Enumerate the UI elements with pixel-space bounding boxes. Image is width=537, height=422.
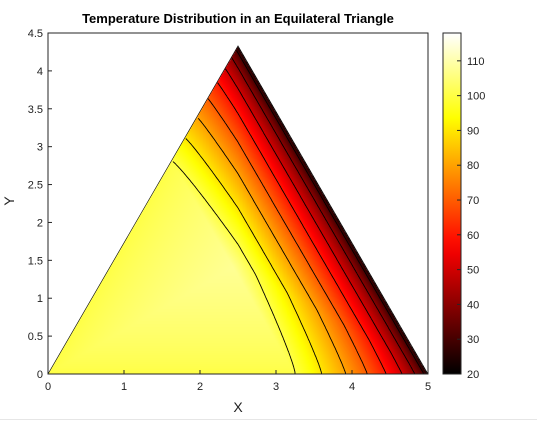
colorbar-tick-label: 100 [467,91,485,103]
colorbar: 20 30 40 50 60 70 80 90 100 110 [442,32,485,381]
colorbar-tick-label: 70 [467,195,479,207]
contour-level-40 [231,57,416,374]
x-axis: 0 1 2 3 4 5 [45,370,431,393]
y-tick-label: 0 [37,369,43,381]
contour-level-50 [224,68,403,374]
colorbar-tick-label: 50 [467,265,479,277]
contour-level-30 [236,50,425,374]
contour-lines [172,50,425,374]
x-tick-label: 5 [425,381,431,393]
y-axis: 0 0.5 1 1.5 2 2.5 3 3.5 4 4.5 [28,28,52,381]
x-tick-label: 1 [121,381,127,393]
y-tick-label: 1 [37,293,43,305]
contour-level-70 [207,98,368,374]
colorbar-tick-label: 40 [467,299,479,311]
colorbar-gradient [443,33,461,374]
y-axis-label: Y [1,196,17,206]
colorbar-tick-label: 60 [467,230,479,242]
window-edge [0,419,537,420]
colorbar-tick-label: 20 [467,369,479,381]
y-tick-label: 2 [37,217,43,229]
x-tick-label: 2 [197,381,203,393]
x-tick-label: 0 [45,381,51,393]
contour-level-100 [172,161,296,374]
colorbar-ticks: 20 30 40 50 60 70 80 90 100 110 [457,56,485,381]
y-tick-label: 3 [37,142,43,154]
x-tick-label: 3 [273,381,279,393]
chart-title-text: Temperature Distribution in an Equilater… [82,11,394,26]
contour-level-60 [217,82,387,374]
y-tick-label: 1.5 [28,255,43,267]
colorbar-tick-label: 80 [467,160,479,172]
y-tick-label: 3.5 [28,104,43,116]
y-tick-label: 2.5 [28,180,43,192]
x-tick-label: 4 [349,381,355,393]
y-tick-label: 4.5 [28,28,43,40]
colorbar-tick-label: 30 [467,334,479,346]
colorbar-tick-label: 110 [467,56,485,68]
plot-frame [47,32,429,375]
colorbar-frame [442,32,462,375]
contour-level-90 [185,138,322,374]
contour-level-80 [197,117,347,374]
x-axis-label: X [233,399,243,415]
chart-title: Temperature Distribution in an Equilater… [82,11,394,26]
plot-area: 0 1 2 3 4 5 0 0.5 1 1.5 2 2.5 3 3.5 4 4.5 [28,28,431,393]
y-tick-label: 4 [37,66,43,78]
y-tick-label: 0.5 [28,331,43,343]
colorbar-tick-label: 90 [467,125,479,137]
